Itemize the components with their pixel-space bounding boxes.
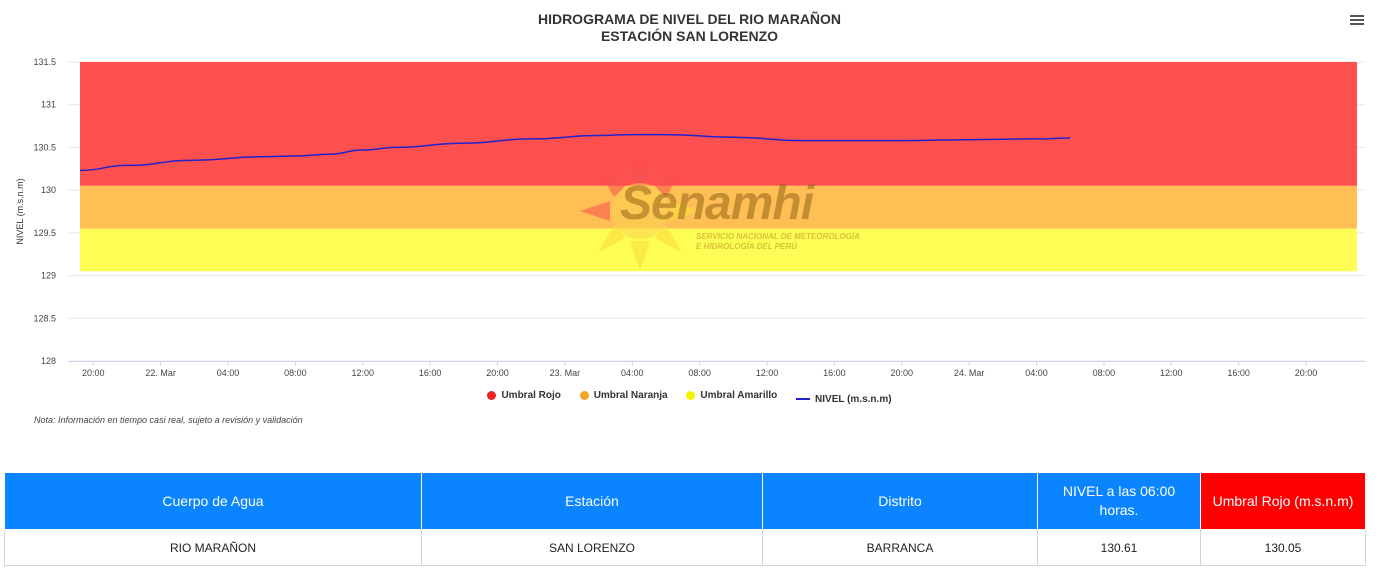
x-tick-label: 12:00	[756, 368, 779, 378]
y-tick-label: 129.5	[33, 228, 56, 238]
x-tick-label: 04:00	[217, 368, 240, 378]
x-tick-label: 20:00	[486, 368, 509, 378]
cell-umbral-rojo: 130.05	[1200, 529, 1366, 566]
nivel-series-line	[79, 133, 1071, 172]
legend-label: NIVEL (m.s.n.m)	[815, 393, 892, 405]
x-tick-label: 16:00	[1227, 368, 1250, 378]
legend-label: Umbral Rojo	[501, 390, 561, 401]
chart-menu-icon[interactable]	[1350, 15, 1364, 29]
header-estacion: Estación	[421, 472, 763, 530]
cell-cuerpo-de-agua: RIO MARAÑON	[4, 529, 422, 566]
threshold-band	[80, 62, 1357, 186]
chart-subtitle: ESTACIÓN SAN LORENZO	[600, 28, 779, 44]
station-info-table: Cuerpo de Agua Estación Distrito NIVEL a…	[4, 472, 1366, 566]
x-tick-label: 22. Mar	[145, 368, 176, 378]
x-tick-label: 20:00	[891, 368, 914, 378]
hydrograph-chart: HIDROGRAMA DE NIVEL DEL RIO MARAÑON ESTA…	[0, 11, 1379, 425]
y-axis-title: NIVEL (m.s.n.m)	[15, 178, 25, 244]
header-umbral-rojo: Umbral Rojo (m.s.n.m)	[1200, 472, 1366, 530]
legend-item-umbral-amarillo[interactable]: Umbral Amarillo	[686, 390, 777, 401]
legend-item-umbral-rojo[interactable]: Umbral Rojo	[487, 390, 561, 401]
x-tick-label: 16:00	[419, 368, 442, 378]
y-tick-label: 128.5	[33, 313, 56, 323]
legend-dot-orange	[579, 391, 589, 400]
legend-item-umbral-naranja[interactable]: Umbral Naranja	[579, 390, 668, 401]
cell-nivel: 130.61	[1037, 529, 1201, 566]
header-distrito: Distrito	[762, 472, 1038, 530]
chart-title-line1: HIDROGRAMA DE NIVEL DEL RIO MARAÑON	[537, 11, 842, 27]
x-tick-label: 04:00	[1025, 368, 1048, 378]
cell-estacion: SAN LORENZO	[421, 529, 763, 566]
y-tick-label: 128	[41, 356, 56, 366]
legend-label: Umbral Naranja	[593, 390, 668, 401]
threshold-band	[80, 228, 1357, 272]
x-tick-label: 08:00	[1093, 368, 1116, 378]
legend-dot-red	[487, 391, 497, 400]
x-tick-label: 12:00	[1160, 368, 1183, 378]
x-tick-label: 24. Mar	[954, 368, 985, 378]
chart-plot-area: 128 128.5 129 129.5 130 130.5 131 131.5 20:00 22.…	[15, 57, 1365, 378]
chart-legend: Umbral Rojo Umbral Naranja Umbral Amaril…	[0, 390, 1379, 405]
y-tick-label: 131	[41, 100, 56, 110]
x-tick-label: 20:00	[1295, 368, 1318, 378]
x-tick-label: 08:00	[688, 368, 711, 378]
y-tick-label: 130	[41, 185, 56, 195]
table-header-row: Cuerpo de Agua Estación Distrito NIVEL a…	[4, 472, 1366, 530]
x-tick-label: 08:00	[284, 368, 307, 378]
header-cuerpo-de-agua: Cuerpo de Agua	[4, 472, 422, 530]
y-tick-label: 131.5	[33, 57, 56, 67]
y-tick-label: 129	[41, 271, 56, 281]
x-tick-label: 16:00	[823, 368, 846, 378]
legend-dot-yellow	[686, 391, 696, 400]
table-row: RIO MARAÑON SAN LORENZO BARRANCA 130.61 …	[4, 529, 1366, 566]
x-tick-label: 23. Mar	[550, 368, 581, 378]
x-tick-label: 20:00	[82, 368, 105, 378]
y-tick-label: 130.5	[33, 142, 56, 152]
legend-line-blue	[796, 398, 811, 400]
legend-item-nivel[interactable]: NIVEL (m.s.n.m)	[796, 394, 892, 405]
x-tick-label: 12:00	[352, 368, 375, 378]
x-tick-label: 04:00	[621, 368, 644, 378]
realtime-note: Nota: Información en tiempo casi real, s…	[34, 415, 303, 425]
chart-title: HIDROGRAMA DE NIVEL DEL RIO MARAÑON ESTA…	[0, 11, 1379, 45]
cell-distrito: BARRANCA	[762, 529, 1038, 566]
threshold-band	[80, 185, 1357, 229]
header-nivel: NIVEL a las 06:00 horas.	[1037, 472, 1201, 530]
legend-label: Umbral Amarillo	[700, 390, 778, 401]
